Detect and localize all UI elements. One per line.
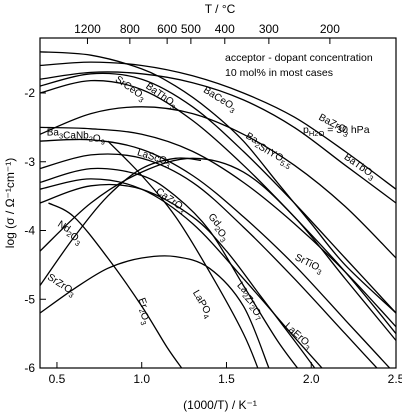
y-tick-label: -4 xyxy=(24,224,35,238)
y-tick-label: -3 xyxy=(24,155,35,169)
series-label-LaErO3: LaErO3 xyxy=(281,321,314,353)
top-tick-label: 200 xyxy=(320,22,340,36)
series-line-BaTbO3 xyxy=(40,71,396,204)
series-labels: BaZrO3BaTbO3BaCeO3BaThO3SrCeO3Ba2SnYO5.5… xyxy=(44,74,378,353)
annotation-concentration: 10 mol% in most cases xyxy=(225,67,333,79)
top-tick-label: 500 xyxy=(181,22,201,36)
series-label-Ba3CaNb2O9: Ba3CaNb2O9 xyxy=(47,128,105,147)
series-label-SrTiO3: SrTiO3 xyxy=(292,252,325,277)
top-tick-label: 600 xyxy=(157,22,177,36)
series-line-LaScO3 xyxy=(40,138,391,368)
series-label-Er2O3: Er2O3 xyxy=(131,297,155,327)
series-line-CaZrO3 xyxy=(40,153,378,368)
series-label-LaPO4: LaPO4 xyxy=(188,288,214,320)
x-tick-label: 2.0 xyxy=(303,372,320,386)
y-tick-label: -6 xyxy=(24,361,35,375)
top-tick-label: 1200 xyxy=(74,22,101,36)
series-line-SrCeO3 xyxy=(40,79,396,335)
x-tick-label: 0.5 xyxy=(49,372,66,386)
x-tick-label: 1.5 xyxy=(218,372,235,386)
top-tick-label: 400 xyxy=(215,22,235,36)
series-line-LaErO3 xyxy=(40,178,323,368)
series-line-Er2O3 xyxy=(48,202,183,368)
series-label-SrZrO3: SrZrO3 xyxy=(44,272,77,300)
series-line-Gd2O3 xyxy=(40,167,299,368)
y-axis-label: log (σ / Ω⁻¹cm⁻¹) xyxy=(3,158,17,248)
y-tick-label: -5 xyxy=(24,292,35,306)
series-line-SrZrO3 xyxy=(40,255,270,368)
series-label-SrCeO3: SrCeO3 xyxy=(112,74,148,105)
y-tick-label: -2 xyxy=(24,86,35,100)
series-line-BaZrO3 xyxy=(40,61,396,190)
axis-ticks: 0.5 1.0 1.5 2.0 2.5 -6 -5 -4 -3 -2 1200 800 600 500 40… xyxy=(24,22,402,386)
x-axis-label: (1000/T) / K⁻¹ xyxy=(183,398,257,412)
top-axis-label: T / °C xyxy=(205,2,236,16)
x-tick-label: 2.5 xyxy=(388,372,402,386)
series-line-BaThO3 xyxy=(40,72,396,314)
x-tick-label: 1.0 xyxy=(133,372,150,386)
series-line-Ba2SnYO55 xyxy=(40,106,396,259)
series-curves xyxy=(40,51,396,368)
series-line-La2Zr2O7 xyxy=(40,183,316,368)
annotation-dopant: acceptor - dopant concentration xyxy=(225,52,373,64)
series-label-CaZrO3: CaZrO3 xyxy=(152,186,187,216)
top-tick-label: 300 xyxy=(259,22,279,36)
series-label-BaTbO3: BaTbO3 xyxy=(341,152,378,183)
series-label-Ba2SnYO55: Ba2SnYO5.5 xyxy=(241,131,295,172)
top-tick-label: 800 xyxy=(120,22,140,36)
series-line-LaPO4 xyxy=(107,140,259,368)
series-line-Nd2O3 xyxy=(40,157,202,286)
series-line-SrTiO3 xyxy=(40,157,396,341)
ph2o-value: 30 hPa xyxy=(336,124,369,136)
series-line-Ba3CaNb2O9 xyxy=(40,126,396,328)
annotation-ph2o: pH2O = 30 hPa xyxy=(303,124,370,138)
